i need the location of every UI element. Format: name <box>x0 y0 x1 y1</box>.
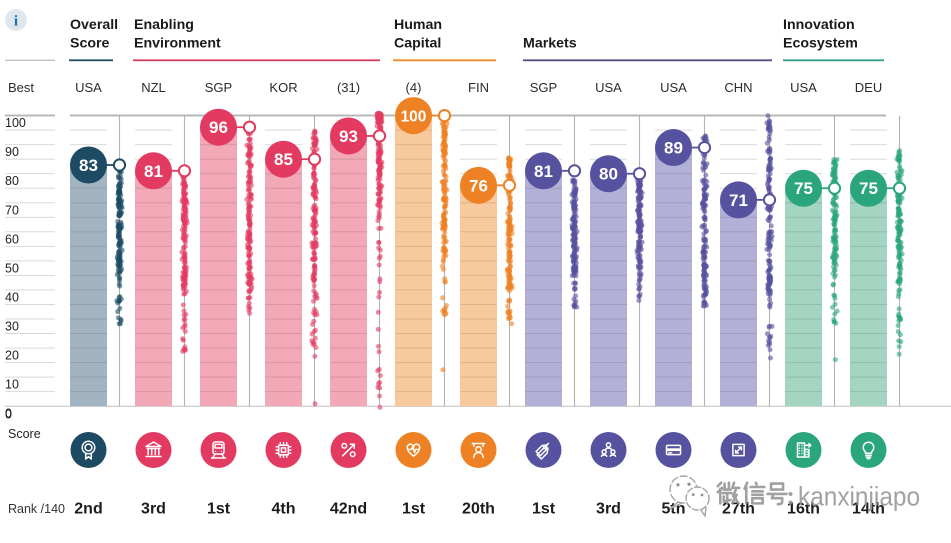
svg-text:42nd: 42nd <box>330 501 367 518</box>
svg-text:16th: 16th <box>787 501 820 518</box>
svg-text:10: 10 <box>5 378 19 392</box>
svg-text:FIN: FIN <box>468 80 489 95</box>
svg-text:CHN: CHN <box>724 80 752 95</box>
svg-text:Markets: Markets <box>523 36 577 52</box>
svg-text:75: 75 <box>794 179 813 198</box>
svg-text:Best: Best <box>8 80 34 95</box>
svg-text:1st: 1st <box>532 501 556 518</box>
svg-text:71: 71 <box>729 191 748 210</box>
svg-text:90: 90 <box>5 145 19 159</box>
svg-text:85: 85 <box>274 150 293 169</box>
svg-text:81: 81 <box>534 162 553 181</box>
svg-text:USA: USA <box>790 80 817 95</box>
svg-text:14th: 14th <box>852 501 885 518</box>
svg-text:(4): (4) <box>406 80 422 95</box>
svg-text:3rd: 3rd <box>596 501 621 518</box>
svg-text:30: 30 <box>5 320 19 334</box>
svg-text:89: 89 <box>664 139 683 158</box>
svg-text:Ecosystem: Ecosystem <box>783 36 858 52</box>
svg-text:DEU: DEU <box>855 80 882 95</box>
svg-text:80: 80 <box>5 174 19 188</box>
svg-text:0: 0 <box>5 408 12 422</box>
svg-text:100: 100 <box>401 109 427 126</box>
svg-text:75: 75 <box>859 179 878 198</box>
svg-text:20th: 20th <box>462 501 495 518</box>
svg-text:100: 100 <box>5 116 26 130</box>
svg-text:81: 81 <box>144 162 163 181</box>
svg-text:60: 60 <box>5 232 19 246</box>
svg-text:76: 76 <box>469 176 488 195</box>
svg-text:1st: 1st <box>402 501 426 518</box>
svg-text:Enabling: Enabling <box>134 17 194 33</box>
svg-text:80: 80 <box>599 165 618 184</box>
svg-text:SGP: SGP <box>205 80 232 95</box>
svg-text:3rd: 3rd <box>141 501 166 518</box>
svg-text:Score: Score <box>70 36 110 52</box>
svg-text:Human: Human <box>394 17 442 33</box>
svg-text:0: 0 <box>5 407 12 421</box>
svg-text:Environment: Environment <box>134 36 221 52</box>
svg-text:SGP: SGP <box>530 80 557 95</box>
svg-text:96: 96 <box>209 118 228 137</box>
svg-text:20: 20 <box>5 349 19 363</box>
svg-text:USA: USA <box>595 80 622 95</box>
svg-text:27th: 27th <box>722 501 755 518</box>
svg-text:70: 70 <box>5 203 19 217</box>
svg-text:kanxinjiapo: kanxinjiapo <box>798 482 920 512</box>
svg-text:Rank /140: Rank /140 <box>8 502 65 516</box>
svg-text:USA: USA <box>75 80 102 95</box>
svg-text:1st: 1st <box>207 501 231 518</box>
svg-text:4th: 4th <box>272 501 296 518</box>
svg-text:(31): (31) <box>337 80 360 95</box>
svg-text:Capital: Capital <box>394 36 441 52</box>
svg-text:KOR: KOR <box>269 80 297 95</box>
svg-text:Score: Score <box>8 427 41 441</box>
svg-text:USA: USA <box>660 80 687 95</box>
svg-text:Overall: Overall <box>70 17 118 33</box>
svg-text:NZL: NZL <box>141 80 166 95</box>
svg-text:2nd: 2nd <box>74 501 102 518</box>
svg-text:Innovation: Innovation <box>783 17 855 33</box>
svg-text:93: 93 <box>339 127 358 146</box>
svg-text:40: 40 <box>5 290 19 304</box>
svg-text:83: 83 <box>79 156 98 175</box>
svg-text:50: 50 <box>5 261 19 275</box>
svg-text:i: i <box>14 14 18 30</box>
